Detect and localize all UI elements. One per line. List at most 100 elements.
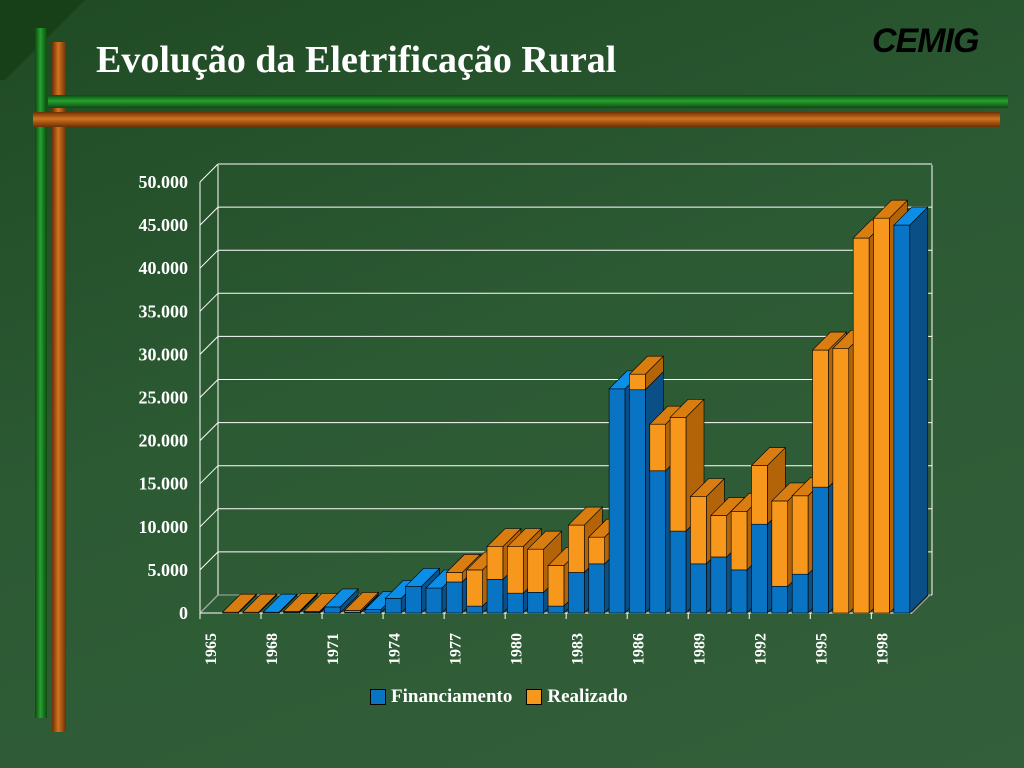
y-tick-label: 30.000 — [139, 344, 189, 364]
bar-realizado — [832, 348, 850, 614]
x-tick-label: 1974 — [386, 633, 403, 665]
bar-realizado — [812, 349, 829, 488]
bar-financiamento-top — [893, 206, 929, 226]
bar-financiamento — [364, 609, 382, 614]
x-tick-label: 1968 — [264, 633, 281, 665]
bar-realizado-top — [221, 593, 258, 613]
y-tick-label: 35.000 — [139, 301, 189, 321]
bar-financiamento — [629, 389, 646, 614]
y-tick-label: 50.000 — [139, 172, 189, 192]
bar-realizado-top — [506, 528, 542, 547]
bar-financiamento — [425, 587, 443, 614]
gridline-diagonal — [199, 551, 219, 571]
gridline-diagonal — [199, 206, 219, 226]
gridline-diagonal — [199, 508, 219, 528]
x-tick-label: 1998 — [874, 633, 891, 665]
decorative-vertical-green-bar — [35, 28, 47, 718]
gridline-diagonal — [199, 336, 219, 355]
bar-realizado — [730, 510, 748, 571]
bar-financiamento — [812, 486, 829, 614]
gridline-diagonal — [199, 379, 219, 398]
legend-item-realizado: Realizado — [526, 686, 628, 708]
bar-financiamento — [527, 592, 544, 614]
bar-realizado — [507, 546, 524, 594]
bar-financiamento — [405, 585, 422, 614]
bar-realizado — [588, 536, 605, 565]
legend-swatch-realizado — [526, 689, 543, 705]
bar-financiamento — [568, 572, 585, 614]
x-tick-label: 1965 — [203, 633, 220, 665]
legend-swatch-financiamento — [370, 689, 386, 705]
bar-realizado-top — [282, 592, 319, 612]
y-tick-label: 5.000 — [148, 560, 189, 580]
bar-financiamento-top — [262, 593, 298, 613]
gridline-diagonal — [199, 422, 219, 441]
legend-item-financiamento: Financiamento — [370, 686, 512, 708]
cemig-logo: CEMIG — [872, 22, 979, 60]
x-tick-label: 1980 — [508, 633, 525, 665]
legend-label-financiamento: Financiamento — [391, 686, 513, 707]
chart-legend: Financiamento Realizado — [370, 686, 636, 708]
legend-label-realizado: Realizado — [547, 686, 628, 707]
bar-financiamento — [893, 224, 911, 614]
bar-realizado — [873, 217, 890, 614]
x-tick-label: 1989 — [691, 633, 708, 665]
bar-financiamento — [507, 592, 524, 614]
bar-realizado-top — [689, 478, 726, 497]
y-tick-label: 20.000 — [139, 431, 189, 451]
bar-financiamento — [791, 573, 809, 614]
bar-financiamento — [466, 605, 483, 614]
bar-realizado — [751, 465, 768, 525]
gridline-diagonal — [199, 163, 219, 183]
bar-realizado-top — [750, 447, 787, 466]
bar-realizado-top — [343, 592, 380, 611]
bar-financiamento — [669, 530, 687, 614]
bar-financiamento — [486, 579, 504, 614]
bar-realizado-top — [628, 355, 665, 375]
bar-realizado-top — [872, 199, 909, 219]
y-tick-label: 25.000 — [139, 388, 189, 408]
bar-realizado — [486, 546, 504, 580]
x-tick-label: 1977 — [447, 633, 464, 665]
bar-financiamento — [323, 606, 341, 614]
bar-realizado-top — [811, 331, 848, 351]
bar-financiamento — [690, 563, 707, 614]
bar-realizado — [649, 423, 666, 472]
slide-title: Evolução da Eletrificação Rural — [96, 39, 617, 81]
x-tick-label: 1971 — [325, 633, 342, 665]
bar-realizado — [568, 524, 585, 573]
bar-realizado — [791, 495, 809, 575]
bar-realizado — [669, 417, 687, 532]
y-tick-label: 10.000 — [139, 517, 189, 537]
bar-realizado — [466, 569, 483, 607]
bar-realizado — [446, 572, 463, 583]
bar-financiamento-top — [404, 567, 441, 587]
gridline-diagonal — [199, 249, 219, 269]
bar-realizado-top — [242, 593, 278, 613]
y-tick-label: 0 — [179, 603, 188, 623]
bar-realizado-top — [526, 530, 563, 550]
decorative-horizontal-orange-bar — [33, 112, 1000, 127]
y-tick-label: 40.000 — [139, 258, 189, 278]
bar-realizado-top — [486, 528, 522, 547]
bar-financiamento-side — [909, 206, 929, 614]
decorative-horizontal-green-bar — [48, 95, 1008, 108]
y-tick-label: 15.000 — [139, 474, 189, 494]
bar-realizado-top — [567, 506, 604, 526]
x-tick-label: 1986 — [630, 633, 647, 665]
bar-realizado — [852, 237, 870, 614]
bar-financiamento — [649, 470, 666, 614]
bar-realizado-top — [445, 554, 481, 573]
bar-realizado — [527, 548, 544, 593]
bar-financiamento-top — [323, 588, 359, 608]
bar-financiamento — [751, 523, 768, 614]
bar-financiamento — [547, 605, 565, 614]
y-tick-label: 45.000 — [139, 215, 189, 235]
bar-realizado — [710, 515, 727, 558]
bar-financiamento — [710, 556, 727, 614]
bar-realizado — [547, 565, 565, 607]
bar-realizado — [690, 496, 707, 565]
bar-financiamento — [771, 585, 789, 614]
bar-realizado — [771, 500, 789, 587]
decorative-vertical-orange-bar — [52, 42, 66, 732]
